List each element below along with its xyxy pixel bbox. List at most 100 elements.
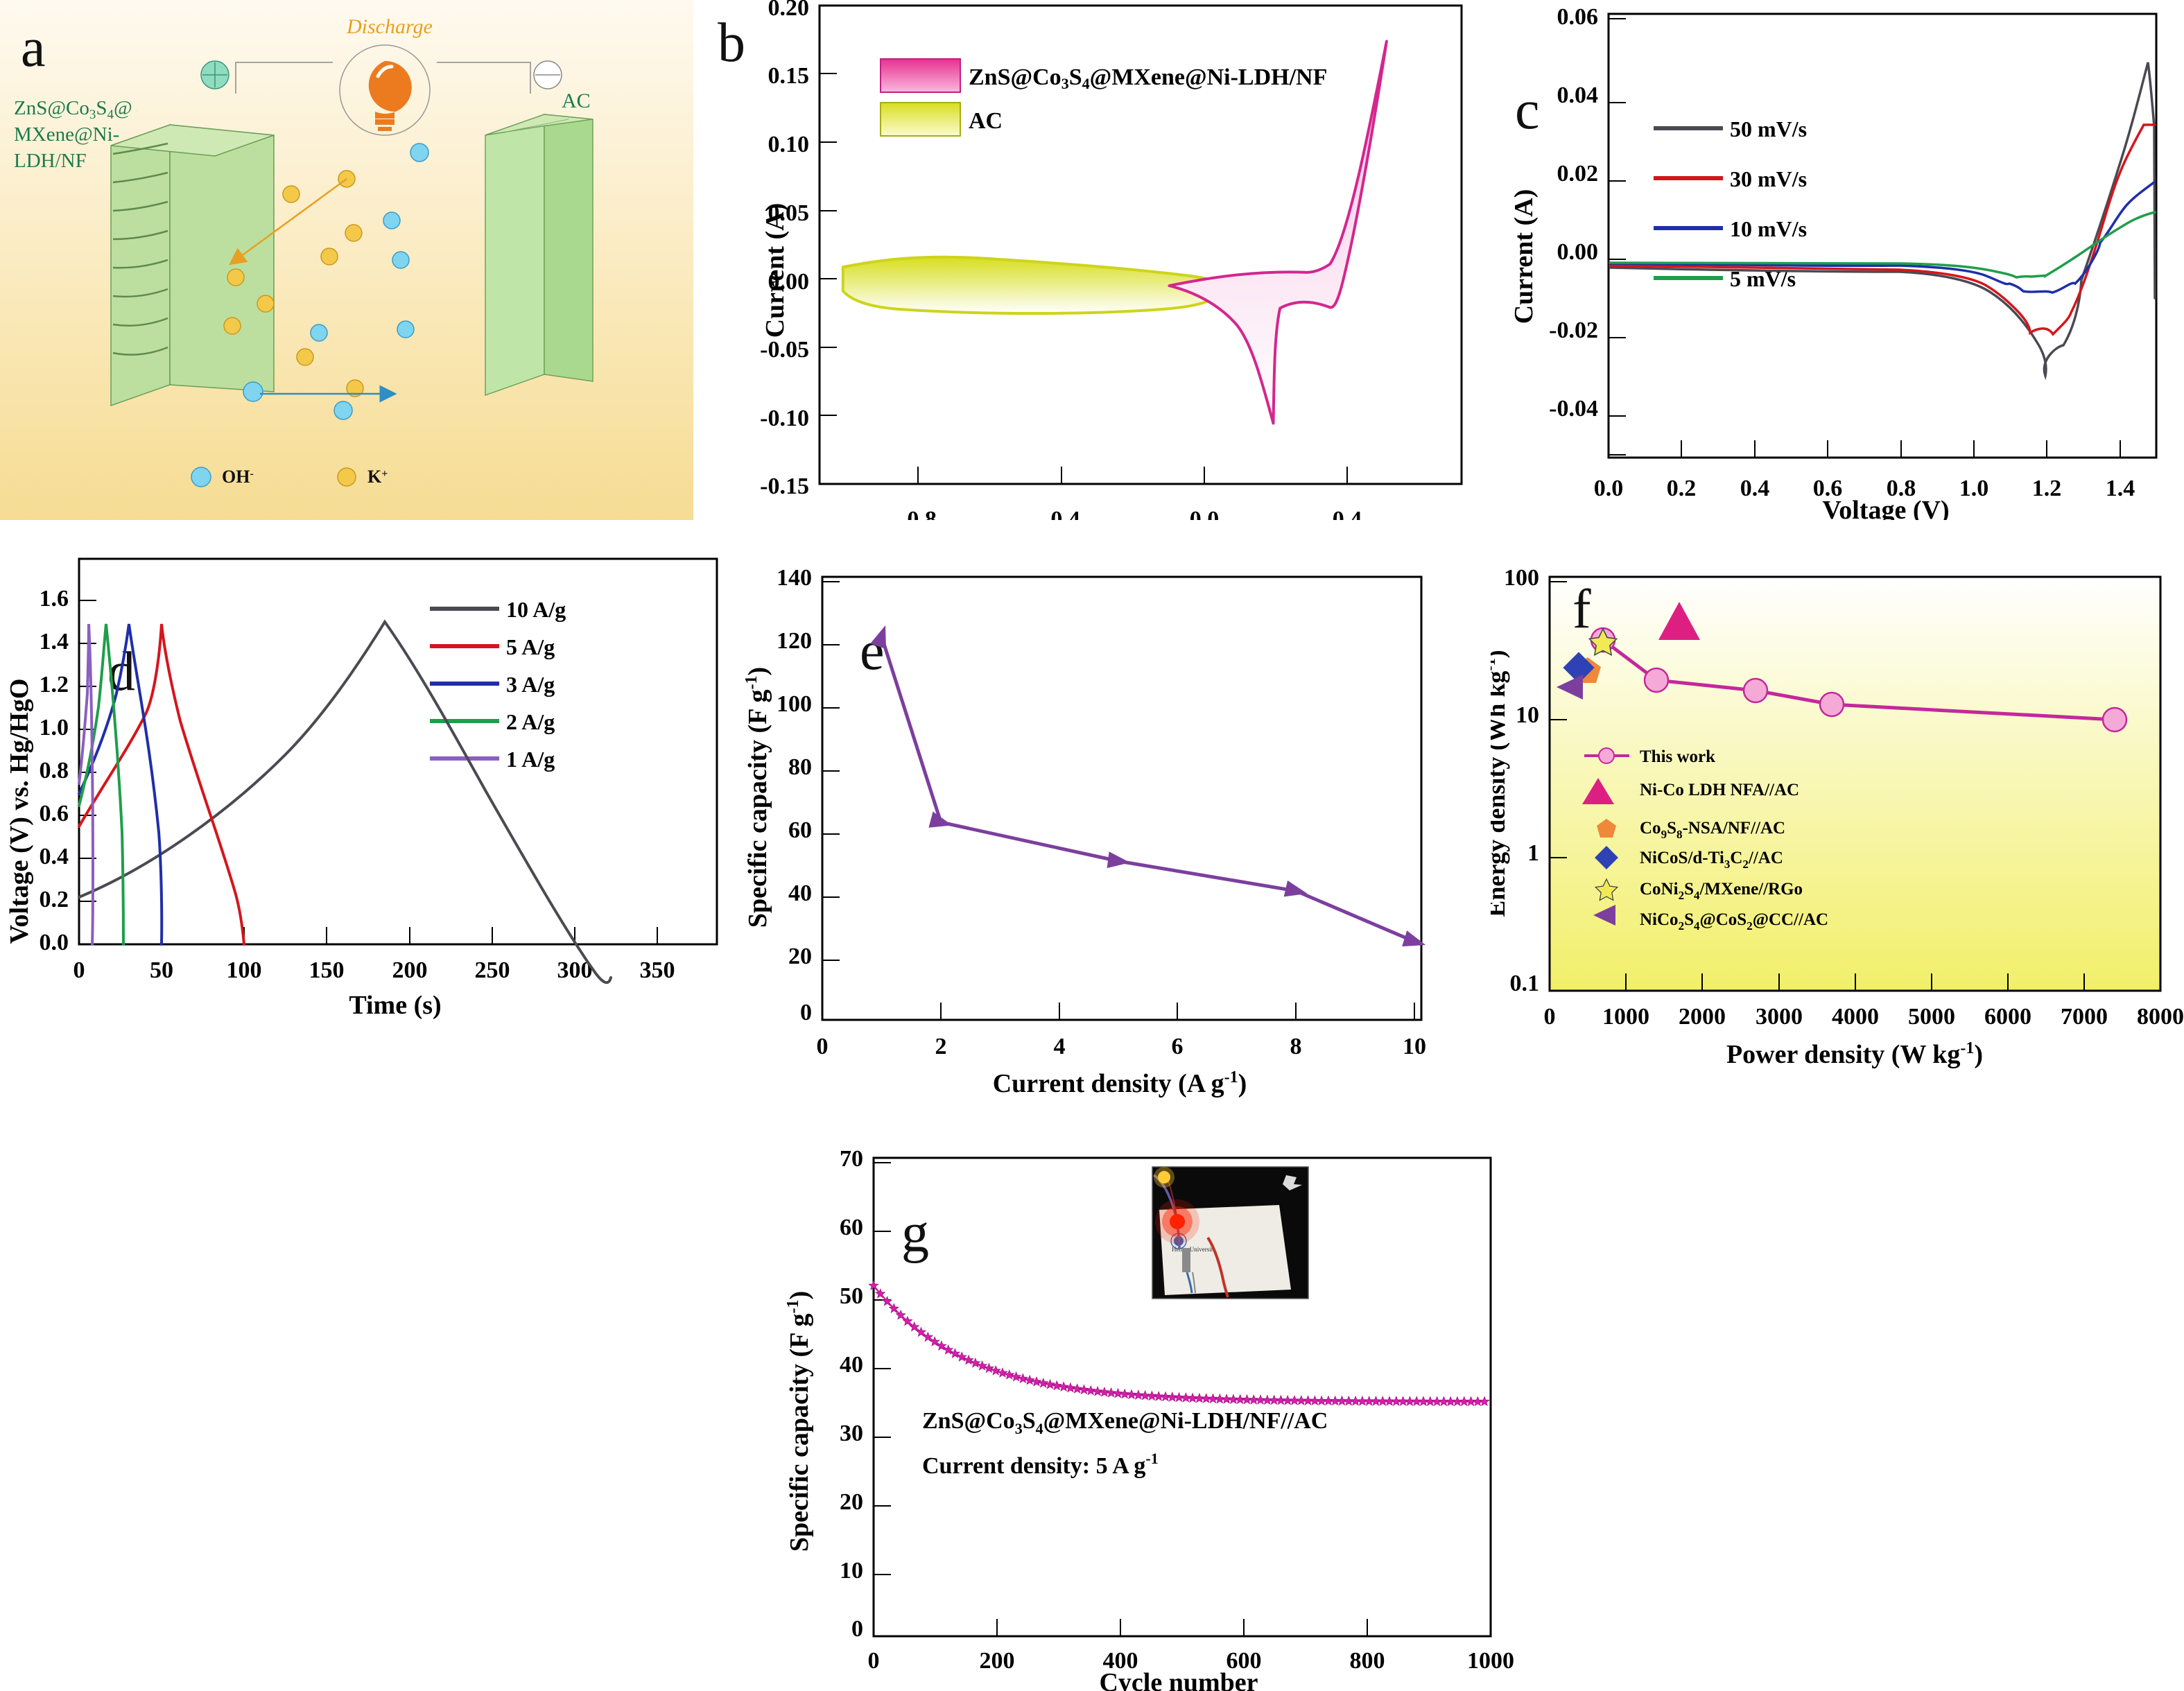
svg-text:0.2: 0.2: [40, 887, 69, 912]
svg-text:-0.10: -0.10: [760, 406, 809, 431]
svg-text:1.4: 1.4: [40, 629, 69, 654]
svg-text:70: 70: [840, 1146, 863, 1172]
svg-text:0.02: 0.02: [1557, 161, 1599, 187]
svg-text:0.0: 0.0: [40, 930, 69, 955]
svg-text:50 mV/s: 50 mV/s: [1730, 116, 1807, 141]
svg-text:Current density: 5 A g-1: Current density: 5 A g-1: [922, 1450, 1159, 1479]
svg-text:200: 200: [980, 1648, 1015, 1674]
svg-text:3000: 3000: [1756, 1004, 1803, 1030]
svg-text:60: 60: [840, 1215, 863, 1240]
svg-text:Specific capacity (F g-1): Specific capacity (F g-1): [784, 1291, 814, 1552]
svg-text:80: 80: [788, 754, 812, 780]
svg-text:LDH/NF: LDH/NF: [14, 150, 87, 172]
svg-text:8: 8: [1290, 1034, 1302, 1059]
svg-text:e: e: [860, 621, 885, 682]
svg-text:5000: 5000: [1908, 1004, 1955, 1030]
svg-text:250: 250: [475, 957, 510, 983]
svg-text:0.2: 0.2: [1667, 476, 1697, 501]
svg-text:0.15: 0.15: [768, 63, 810, 89]
svg-text:1000: 1000: [1602, 1004, 1649, 1030]
svg-text:ZnS@Co3S4@MXene@Ni-LDH/NF: ZnS@Co3S4@MXene@Ni-LDH/NF: [969, 64, 1327, 92]
svg-text:Current (A): Current (A): [1509, 189, 1539, 324]
svg-text:This work: This work: [1640, 747, 1715, 766]
svg-text:800: 800: [1350, 1648, 1385, 1674]
svg-text:-0.8: -0.8: [899, 507, 937, 520]
svg-text:200: 200: [392, 957, 428, 983]
svg-text:30 mV/s: 30 mV/s: [1730, 166, 1807, 191]
svg-text:6: 6: [1172, 1034, 1184, 1059]
svg-text:Time (s): Time (s): [349, 991, 441, 1020]
svg-text:0.00: 0.00: [1557, 239, 1599, 265]
svg-text:0.4: 0.4: [1740, 476, 1770, 501]
svg-text:Voltage (V) vs. Hg/HgO: Voltage (V) vs. Hg/HgO: [5, 679, 34, 944]
svg-text:20: 20: [788, 944, 812, 969]
svg-text:1.6: 1.6: [40, 586, 69, 612]
svg-text:10: 10: [1403, 1034, 1426, 1059]
svg-text:0: 0: [817, 1034, 829, 1059]
svg-text:-0.4: -0.4: [1043, 507, 1080, 520]
svg-text:40: 40: [788, 881, 812, 906]
svg-text:ZnS@Co3S4@MXene@Ni-LDH/NF//AC: ZnS@Co3S4@MXene@Ni-LDH/NF//AC: [922, 1408, 1328, 1437]
svg-text:Ni-Co LDH NFA//AC: Ni-Co LDH NFA//AC: [1640, 781, 1799, 799]
svg-text:40: 40: [840, 1352, 863, 1378]
svg-text:Voltage (V): Voltage (V): [1822, 496, 1949, 520]
svg-text:0.04: 0.04: [1557, 83, 1599, 108]
svg-text:60: 60: [788, 817, 812, 843]
svg-text:b: b: [718, 12, 745, 73]
svg-text:1: 1: [1527, 840, 1539, 866]
svg-text:c: c: [1515, 80, 1540, 141]
svg-text:0.10: 0.10: [768, 132, 810, 157]
svg-text:OH-: OH-: [222, 467, 254, 487]
svg-text:0.4: 0.4: [40, 844, 69, 869]
svg-text:a: a: [21, 17, 46, 78]
svg-text:1.0: 1.0: [40, 715, 69, 740]
svg-text:f: f: [1572, 579, 1591, 640]
svg-text:1.4: 1.4: [2106, 476, 2135, 501]
svg-text:MXene@Ni-: MXene@Ni-: [14, 123, 119, 146]
svg-text:0.06: 0.06: [1557, 4, 1599, 30]
svg-text:Power density (W kg-1): Power density (W kg-1): [1726, 1039, 1983, 1069]
svg-text:Cycle number: Cycle number: [1099, 1668, 1258, 1691]
svg-text:g: g: [901, 1203, 929, 1264]
svg-text:-0.05: -0.05: [760, 337, 809, 363]
svg-text:0: 0: [1544, 1004, 1556, 1030]
svg-text:5 A/g: 5 A/g: [506, 634, 555, 659]
svg-text:ZnS@Co3S4@: ZnS@Co3S4@: [14, 97, 132, 122]
svg-text:30: 30: [840, 1421, 863, 1446]
svg-text:AC: AC: [562, 89, 591, 112]
svg-text:0.4: 0.4: [1333, 507, 1362, 520]
svg-text:0.1: 0.1: [1510, 971, 1540, 996]
svg-text:4000: 4000: [1832, 1004, 1879, 1030]
svg-text:50: 50: [840, 1283, 863, 1309]
svg-text:4: 4: [1054, 1034, 1066, 1059]
svg-text:Energy density (Wh kg-1): Energy density (Wh kg-1): [1491, 650, 1510, 917]
svg-text:1.2: 1.2: [2032, 476, 2062, 501]
svg-text:20: 20: [840, 1489, 863, 1515]
svg-text:10 A/g: 10 A/g: [506, 597, 566, 622]
svg-text:Specific capacity (F g-1): Specific capacity (F g-1): [743, 667, 772, 928]
svg-text:100: 100: [227, 957, 262, 983]
svg-text:350: 350: [640, 957, 675, 983]
svg-text:10: 10: [840, 1558, 863, 1584]
svg-text:0.0: 0.0: [1594, 476, 1624, 501]
svg-text:50: 50: [150, 957, 173, 983]
svg-text:120: 120: [777, 628, 812, 654]
svg-text:0: 0: [73, 957, 85, 983]
svg-text:-0.02: -0.02: [1549, 318, 1598, 343]
svg-text:8000: 8000: [2137, 1004, 2184, 1030]
svg-text:Henan Universit: Henan Universit: [1172, 1246, 1213, 1253]
svg-text:Current density (A g-1): Current density (A g-1): [993, 1068, 1247, 1098]
svg-text:0.8: 0.8: [40, 758, 69, 783]
svg-text:100: 100: [1504, 565, 1539, 591]
svg-text:10 mV/s: 10 mV/s: [1730, 216, 1807, 241]
svg-text:6000: 6000: [1984, 1004, 2031, 1030]
svg-text:2000: 2000: [1679, 1004, 1726, 1030]
svg-text:2 A/g: 2 A/g: [506, 709, 555, 734]
svg-text:0.0: 0.0: [1190, 507, 1220, 520]
svg-text:140: 140: [777, 565, 812, 591]
svg-text:10: 10: [1516, 702, 1539, 728]
svg-text:1 A/g: 1 A/g: [506, 747, 555, 772]
svg-text:0: 0: [868, 1648, 880, 1674]
svg-text:Current (A): Current (A): [761, 203, 790, 338]
svg-text:1.2: 1.2: [40, 672, 69, 697]
